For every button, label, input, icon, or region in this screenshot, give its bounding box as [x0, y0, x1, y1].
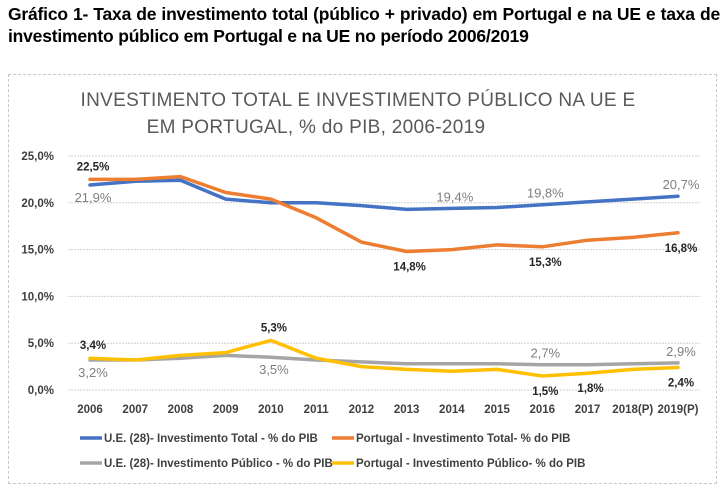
gridlines: [68, 155, 700, 391]
x-tick-label: 2008: [168, 404, 194, 416]
legend-entry: U.E. (28)- Investimento Público - % do P…: [104, 458, 333, 470]
data-label: 19,8%: [527, 186, 564, 201]
data-label: 3,5%: [259, 362, 289, 377]
legend-entry: Portugal - Investimento Público- % do PI…: [356, 458, 585, 470]
x-tick-label: 2010: [258, 404, 284, 416]
chart-frame: [8, 74, 717, 484]
data-labels: 21,9% 19,4% 19,8% 20,7% 22,5% 14,8% 15,3% 16,8%…: [75, 161, 700, 398]
series-line-0: [88, 178, 680, 212]
y-tick-label: 25,0%: [21, 151, 54, 163]
x-tick-label: 2012: [349, 404, 375, 416]
x-tick-label: 2019(P): [658, 404, 699, 416]
chart-title-line-1: INVESTIMENTO TOTAL E INVESTIMENTO PÚBLIC…: [81, 89, 636, 111]
data-label: 2,4%: [668, 378, 694, 390]
series-line-3: [88, 338, 680, 378]
data-label: 16,8%: [665, 243, 698, 255]
data-label: 14,8%: [393, 261, 426, 273]
y-tick-label: 5,0%: [28, 338, 54, 350]
y-axis: 0,0% 5,0% 10,0% 15,0% 20,0% 25,0%: [21, 151, 54, 397]
legend-entry: U.E. (28)- Investimento Total - % do PIB: [104, 433, 318, 445]
x-tick-label: 2017: [575, 404, 601, 416]
series-line-1: [88, 174, 680, 254]
x-tick-label: 2018(P): [612, 404, 653, 416]
x-tick-label: 2014: [439, 404, 465, 416]
data-label: 21,9%: [75, 190, 112, 205]
x-tick-label: 2006: [77, 404, 103, 416]
figure-caption: Gráfico 1- Taxa de investimento total (p…: [8, 4, 720, 46]
y-tick-label: 20,0%: [21, 198, 54, 210]
data-label: 1,5%: [532, 386, 558, 398]
x-axis: 2006 2007 2008 2009 2010 2011 2012 2013 2014 2015…: [77, 404, 698, 416]
data-label: 3,4%: [80, 340, 106, 352]
series-lines: [88, 174, 680, 378]
data-label: 5,3%: [261, 322, 287, 334]
data-label: 22,5%: [77, 161, 110, 173]
legend-entry: Portugal - Investimento Total- % do PIB: [356, 433, 570, 445]
data-label: 15,3%: [529, 257, 562, 269]
x-tick-label: 2015: [484, 404, 510, 416]
data-label: 2,9%: [666, 344, 696, 359]
y-tick-label: 15,0%: [21, 245, 54, 257]
y-tick-label: 10,0%: [21, 291, 54, 303]
chart-title-line-2: EM PORTUGAL, % do PIB, 2006-2019: [147, 117, 486, 138]
legend: U.E. (28)- Investimento Total - % do PIB…: [80, 433, 585, 470]
x-tick-label: 2013: [394, 404, 420, 416]
x-tick-label: 2009: [213, 404, 239, 416]
data-label: 3,2%: [78, 365, 108, 380]
x-tick-label: 2007: [122, 404, 148, 416]
data-label: 1,8%: [577, 383, 603, 395]
x-tick-label: 2016: [530, 404, 556, 416]
y-tick-label: 0,0%: [28, 385, 54, 397]
data-label: 20,7%: [663, 177, 700, 192]
data-label: 2,7%: [530, 346, 560, 361]
series-line-2: [88, 353, 680, 367]
data-label: 19,4%: [436, 189, 473, 204]
x-tick-label: 2011: [304, 404, 330, 416]
